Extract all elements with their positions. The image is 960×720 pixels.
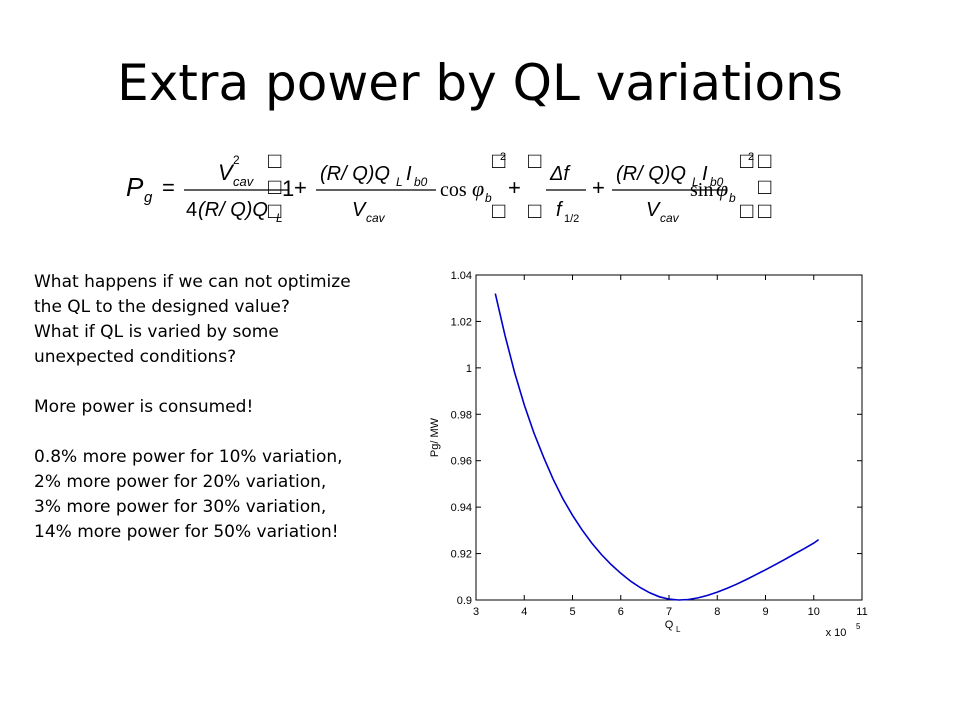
svg-text:2: 2 xyxy=(233,153,240,167)
y-axis-label: Pg/ MW xyxy=(429,417,441,457)
svg-text:+: + xyxy=(294,175,307,200)
body-text-line: 3% more power for 30% variation, xyxy=(34,497,327,517)
y-tick-label: 0.94 xyxy=(451,502,472,514)
svg-text:φ: φ xyxy=(716,176,728,201)
x-tick-label: 3 xyxy=(473,606,479,618)
svg-text:(R/ Q)Q: (R/ Q)Q xyxy=(320,163,390,185)
svg-text:I: I xyxy=(406,163,412,185)
svg-text:L: L xyxy=(276,211,283,225)
x-tick-label: 8 xyxy=(714,606,720,618)
x-tick-label: 7 xyxy=(666,606,672,618)
y-tick-label: 0.92 xyxy=(451,549,472,561)
formula-box: □ xyxy=(268,148,281,173)
svg-text:□: □ xyxy=(758,148,771,173)
svg-text:cos: cos xyxy=(440,179,467,201)
svg-text:φ: φ xyxy=(472,176,484,201)
svg-text:□: □ xyxy=(528,198,541,223)
svg-text:(R/ Q)Q: (R/ Q)Q xyxy=(616,163,686,185)
svg-text:cav: cav xyxy=(233,174,255,189)
svg-text:f: f xyxy=(556,199,564,221)
svg-text:2: 2 xyxy=(500,151,506,163)
body-text-line xyxy=(34,370,414,395)
svg-text:g: g xyxy=(144,189,153,206)
svg-text:Δf: Δf xyxy=(549,163,571,185)
y-tick-label: 1.04 xyxy=(451,270,472,282)
svg-text:sin: sin xyxy=(690,179,713,201)
x-multiplier-exponent: 5 xyxy=(856,622,861,631)
svg-text:cav: cav xyxy=(660,211,680,225)
power-formula: P g = V 2 cav 4 (R/ Q)Q L □ □ □ 1 + (R/ … xyxy=(126,148,771,225)
svg-text:(R/ Q)Q: (R/ Q)Q xyxy=(198,199,268,221)
x-axis-label: Q xyxy=(665,619,674,631)
x-tick-label: 11 xyxy=(856,606,867,618)
svg-text:+: + xyxy=(508,175,521,200)
x-tick-label: 10 xyxy=(808,606,820,618)
svg-text:□: □ xyxy=(528,148,541,173)
y-tick-label: 0.9 xyxy=(457,595,472,607)
svg-text:□: □ xyxy=(740,198,753,223)
y-tick-label: 0.96 xyxy=(451,456,472,468)
body-text-line xyxy=(34,420,414,445)
x-tick-label: 6 xyxy=(618,606,624,618)
svg-text:b: b xyxy=(729,191,736,205)
svg-text:V: V xyxy=(352,199,367,221)
body-text-line: 0.8% more power for 10% variation, xyxy=(34,447,343,467)
y-tick-label: 0.98 xyxy=(451,409,472,421)
y-tick-label: 1.02 xyxy=(451,316,472,328)
svg-text:V: V xyxy=(218,160,235,185)
pg-curve xyxy=(494,293,820,601)
body-text-line: 2% more power for 20% variation, xyxy=(34,472,327,492)
body-text-line: More power is consumed! xyxy=(34,397,254,417)
svg-text:b0: b0 xyxy=(710,175,724,189)
svg-text:□: □ xyxy=(492,148,505,173)
slide-body-text: What happens if we can not optimize the Q… xyxy=(34,270,414,545)
svg-text:L: L xyxy=(692,175,699,189)
svg-text:□: □ xyxy=(758,198,771,223)
y-tick-label: 1 xyxy=(466,363,472,375)
plot-frame xyxy=(475,274,863,601)
body-text-line: the QL to the designed value? xyxy=(34,297,290,317)
svg-text:=: = xyxy=(162,175,175,200)
svg-text:1: 1 xyxy=(282,176,294,201)
svg-text:4: 4 xyxy=(186,199,197,221)
svg-text:□: □ xyxy=(268,198,281,223)
svg-text:1/2: 1/2 xyxy=(564,213,579,225)
svg-text:□: □ xyxy=(740,148,753,173)
x-tick-label: 4 xyxy=(521,606,527,618)
x-multiplier: x 10 xyxy=(826,627,847,639)
body-text-line: 14% more power for 50% variation! xyxy=(34,522,339,542)
svg-text:b0: b0 xyxy=(414,175,428,189)
svg-text:□: □ xyxy=(268,174,281,199)
svg-text:V: V xyxy=(646,199,661,221)
body-text-line: What happens if we can not optimize xyxy=(34,272,351,292)
x-axis-label-sub: L xyxy=(676,625,681,634)
pg-vs-ql-chart: 3 4 5 6 7 8 9 10 11 0.9 0.92 0.94 0.96 0.98 1 1.02 1.04 P… xyxy=(429,270,868,639)
x-tick-label: 5 xyxy=(569,606,575,618)
svg-text:I: I xyxy=(702,163,708,185)
svg-text:□: □ xyxy=(492,198,505,223)
formula-lhs: P xyxy=(126,172,144,202)
body-text-line: unexpected conditions? xyxy=(34,347,237,367)
svg-text:L: L xyxy=(396,175,403,189)
svg-text:2: 2 xyxy=(748,151,754,163)
svg-text:b: b xyxy=(485,191,492,205)
body-text-line: What if QL is varied by some xyxy=(34,322,279,342)
svg-text:□: □ xyxy=(758,174,771,199)
x-tick-label: 9 xyxy=(762,606,768,618)
svg-text:cav: cav xyxy=(366,211,386,225)
slide-title: Extra power by QL variations xyxy=(117,54,843,112)
svg-text:+: + xyxy=(592,175,605,200)
